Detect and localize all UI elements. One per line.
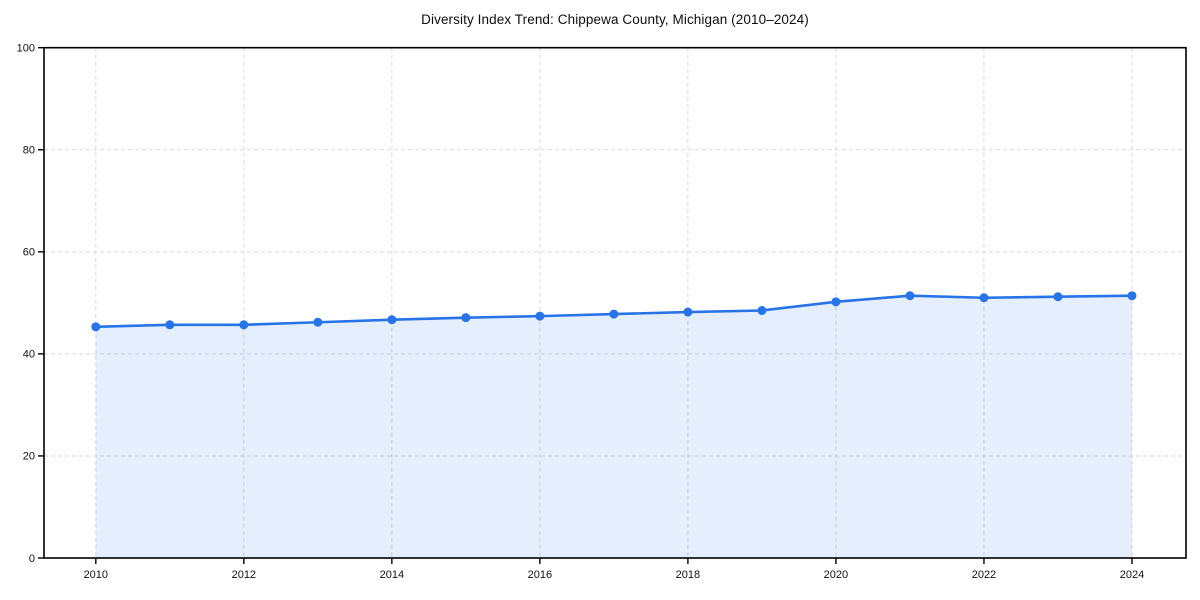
y-tick-label-0: 0 — [29, 553, 35, 565]
data-point-2018 — [683, 307, 693, 317]
y-tick-label-100: 100 — [17, 43, 35, 55]
data-point-2014 — [387, 315, 397, 325]
y-tick-label-80: 80 — [23, 145, 35, 157]
x-tick-label-2012: 2012 — [232, 569, 256, 581]
y-tick-label-20: 20 — [23, 451, 35, 463]
x-tick-label-2016: 2016 — [528, 569, 552, 581]
data-point-2020 — [831, 297, 841, 307]
x-tick-label-2018: 2018 — [676, 569, 700, 581]
data-point-2022 — [979, 293, 989, 303]
plot-border — [43, 46, 1187, 559]
data-point-2017 — [609, 309, 619, 319]
data-point-2023 — [1053, 292, 1063, 302]
x-tick-label-2020: 2020 — [824, 569, 848, 581]
data-point-2010 — [91, 322, 101, 332]
data-point-2015 — [461, 313, 471, 323]
data-point-2021 — [905, 291, 915, 301]
data-point-2024 — [1127, 291, 1137, 301]
y-tick-label-60: 60 — [23, 247, 35, 259]
x-tick-label-2022: 2022 — [972, 569, 996, 581]
data-point-2016 — [535, 311, 545, 321]
data-point-2019 — [757, 306, 767, 316]
x-tick-label-2014: 2014 — [380, 569, 404, 581]
data-point-2013 — [313, 317, 323, 327]
data-point-2011 — [165, 320, 175, 330]
data-point-2012 — [239, 320, 249, 330]
x-tick-label-2024: 2024 — [1120, 569, 1144, 581]
chart-title: Diversity Index Trend: Chippewa County, … — [421, 12, 809, 27]
x-tick-label-2010: 2010 — [84, 569, 108, 581]
y-tick-label-40: 40 — [23, 349, 35, 361]
area-fill — [95, 295, 1132, 558]
